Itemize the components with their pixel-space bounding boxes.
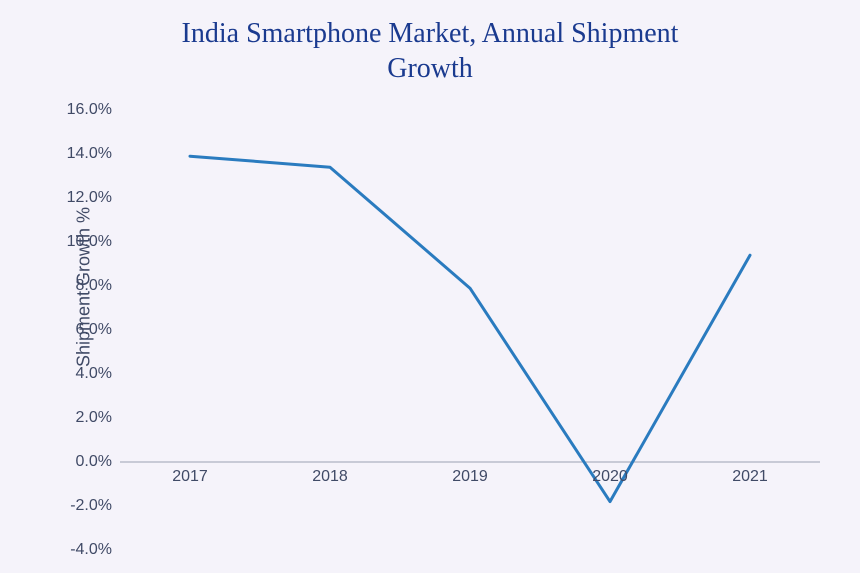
y-tick-label: 14.0%	[67, 145, 120, 163]
x-tick-label: 2021	[732, 462, 768, 486]
y-tick-label: 0.0%	[76, 453, 120, 471]
y-tick-label: 16.0%	[67, 101, 120, 119]
x-tick-label: 2020	[592, 462, 628, 486]
y-tick-label: 2.0%	[76, 409, 120, 427]
x-tick-label: 2018	[312, 462, 348, 486]
y-tick-label: 8.0%	[76, 277, 120, 295]
data-line	[190, 156, 750, 501]
y-tick-label: 6.0%	[76, 321, 120, 339]
y-tick-label: 12.0%	[67, 189, 120, 207]
y-tick-label: -4.0%	[70, 541, 120, 559]
chart-container: India Smartphone Market, Annual Shipment…	[0, 0, 860, 573]
x-tick-label: 2019	[452, 462, 488, 486]
y-tick-label: 10.0%	[67, 233, 120, 251]
y-tick-label: -2.0%	[70, 497, 120, 515]
plot-area: -4.0%-2.0%0.0%2.0%4.0%6.0%8.0%10.0%12.0%…	[120, 110, 820, 550]
y-tick-label: 4.0%	[76, 365, 120, 383]
chart-title: India Smartphone Market, Annual Shipment…	[0, 16, 860, 86]
x-tick-label: 2017	[172, 462, 208, 486]
